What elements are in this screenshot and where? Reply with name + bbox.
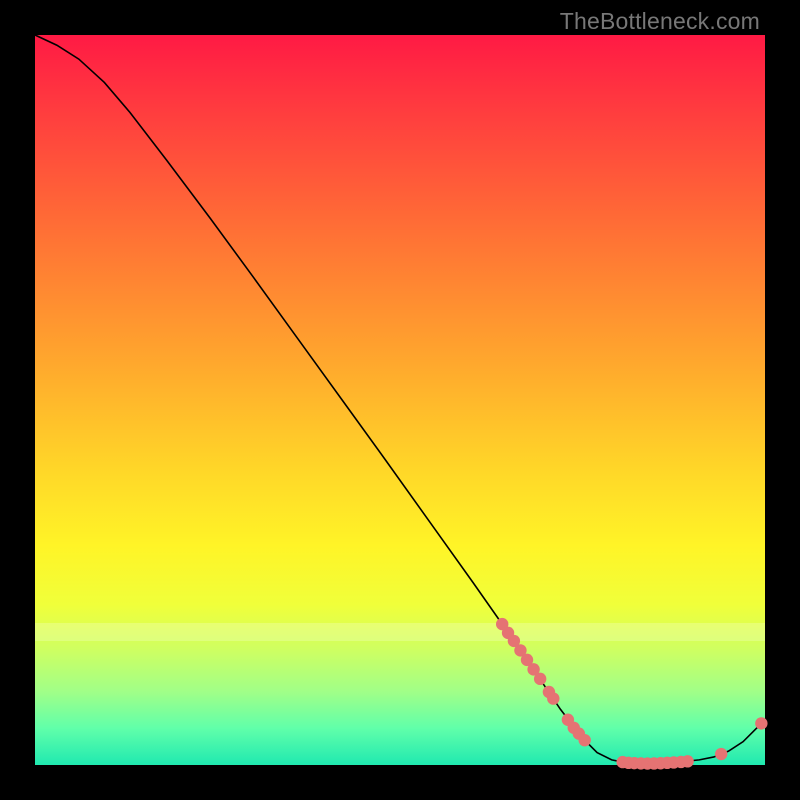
watermark-text: TheBottleneck.com <box>560 8 760 35</box>
data-marker <box>578 734 590 746</box>
chart-overlay <box>35 35 765 765</box>
plot-area <box>35 35 765 765</box>
bottleneck-curve <box>35 35 765 764</box>
data-marker <box>681 755 693 767</box>
data-marker <box>715 748 727 760</box>
marker-group <box>496 618 768 770</box>
data-marker <box>547 692 559 704</box>
data-marker <box>534 673 546 685</box>
data-marker <box>755 717 767 729</box>
